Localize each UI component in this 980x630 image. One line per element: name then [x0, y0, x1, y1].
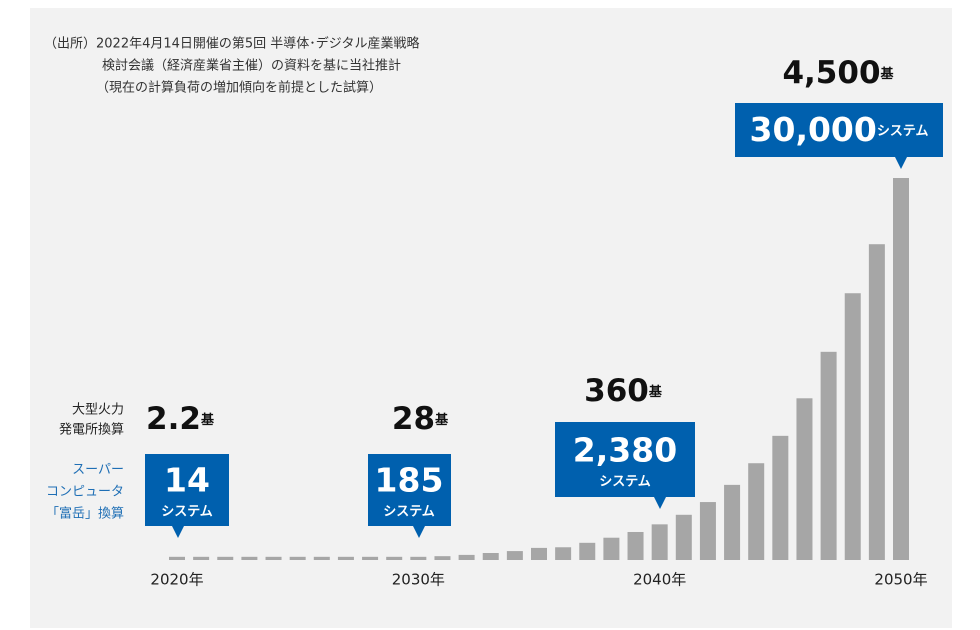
callout-box — [145, 454, 229, 538]
plants-value: 360 — [584, 373, 649, 409]
bar — [699, 502, 716, 560]
plants-value: 2.2 — [146, 401, 201, 437]
plants-unit: 基 — [880, 66, 895, 82]
systems-value: 30,000 — [750, 110, 877, 149]
bar — [603, 537, 620, 560]
background — [30, 8, 952, 628]
bar — [820, 351, 837, 560]
plants-unit: 基 — [200, 412, 215, 428]
bar — [796, 398, 813, 560]
x-tick-label: 2050年 — [874, 571, 927, 589]
bar — [868, 244, 885, 561]
bar — [265, 556, 282, 560]
plants-value: 28 — [392, 401, 435, 437]
x-tick-label: 2040年 — [633, 571, 686, 589]
bar — [748, 463, 765, 560]
bar — [434, 556, 451, 560]
plants-label: 2.2基 — [146, 401, 215, 437]
systems-unit: システム — [161, 505, 213, 520]
systems-unit: システム — [383, 505, 435, 520]
row-label: スーパー — [72, 463, 124, 478]
bar — [289, 556, 306, 560]
x-tick-label: 2020年 — [150, 571, 203, 589]
bar — [217, 556, 234, 560]
bar — [724, 484, 741, 560]
plants-unit: 基 — [434, 412, 449, 428]
bar — [169, 556, 185, 560]
bar — [410, 556, 427, 560]
source-note: （現在の計算負荷の増加傾向を前提とした試算） — [96, 80, 382, 96]
bar — [362, 556, 379, 560]
plants-label: 4,500基 — [782, 55, 894, 91]
bar — [531, 547, 547, 560]
systems-label: 30,000システム — [750, 110, 929, 149]
bar — [772, 435, 789, 560]
systems-value: 185 — [375, 461, 444, 500]
bar — [627, 531, 644, 560]
plants-label: 28基 — [392, 401, 449, 437]
plants-unit: 基 — [648, 384, 663, 400]
plants-value: 4,500 — [782, 55, 880, 91]
bar — [313, 556, 330, 560]
source-note: 検討会議（経済産業省主催）の資料を基に当社推計 — [102, 58, 401, 74]
bar — [555, 547, 572, 560]
callout-box — [735, 103, 943, 169]
row-label: コンピュータ — [46, 485, 124, 500]
bar — [844, 293, 861, 560]
bar — [386, 556, 403, 560]
systems-value: 14 — [164, 461, 210, 500]
systems-value: 2,380 — [573, 431, 677, 470]
bar — [482, 552, 499, 560]
bar — [458, 554, 475, 560]
bar — [241, 556, 258, 560]
source-note: （出所）2022年4月14日開催の第5回 半導体･デジタル産業戦略 — [44, 36, 420, 52]
callout-box — [555, 422, 695, 509]
bar — [675, 514, 692, 560]
systems-unit: システム — [877, 124, 929, 139]
row-label: 「富岳」換算 — [46, 506, 124, 522]
bar — [579, 542, 596, 560]
row-label: 発電所換算 — [59, 423, 124, 438]
plants-label: 360基 — [584, 373, 663, 409]
callout-box — [368, 454, 451, 538]
row-label: 大型火力 — [72, 403, 124, 418]
bar — [893, 178, 909, 560]
bar — [506, 551, 523, 560]
bar — [651, 524, 668, 560]
systems-unit: システム — [599, 475, 651, 490]
bar — [193, 556, 210, 560]
x-tick-label: 2030年 — [392, 571, 445, 589]
bar — [337, 556, 354, 560]
